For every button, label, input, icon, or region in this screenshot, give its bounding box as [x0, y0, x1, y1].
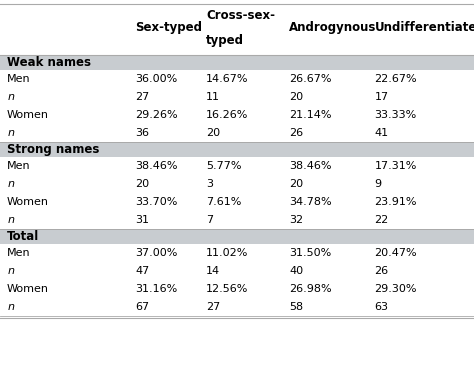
Text: 9: 9: [374, 179, 382, 189]
Text: 16.26%: 16.26%: [206, 110, 248, 120]
Text: 14.67%: 14.67%: [206, 74, 249, 84]
Text: 21.14%: 21.14%: [289, 110, 332, 120]
Text: Undifferentiated: Undifferentiated: [374, 21, 474, 34]
Text: 38.46%: 38.46%: [135, 161, 178, 171]
Text: 31: 31: [135, 215, 149, 225]
Text: 22: 22: [374, 215, 389, 225]
Text: 26: 26: [374, 266, 389, 276]
Text: 11: 11: [206, 92, 220, 102]
Text: 34.78%: 34.78%: [289, 197, 332, 207]
Text: 33.33%: 33.33%: [374, 110, 417, 120]
Bar: [0, 229, 474, 244]
Text: 32: 32: [289, 215, 303, 225]
Text: 20: 20: [289, 92, 303, 102]
Text: n: n: [7, 179, 14, 189]
Text: 7.61%: 7.61%: [206, 197, 242, 207]
Text: 23.91%: 23.91%: [374, 197, 417, 207]
Text: 26.98%: 26.98%: [289, 284, 332, 294]
Text: 27: 27: [135, 92, 149, 102]
Text: 27: 27: [206, 302, 220, 312]
Text: 17.31%: 17.31%: [374, 161, 417, 171]
Text: 41: 41: [374, 128, 389, 138]
Text: 22.67%: 22.67%: [374, 74, 417, 84]
Text: 38.46%: 38.46%: [289, 161, 332, 171]
Text: 29.30%: 29.30%: [374, 284, 417, 294]
Text: Cross-sex-: Cross-sex-: [206, 9, 275, 22]
Text: Women: Women: [7, 110, 49, 120]
Text: 20: 20: [289, 179, 303, 189]
Text: Men: Men: [7, 248, 31, 258]
Text: Strong names: Strong names: [7, 143, 100, 156]
Text: 14: 14: [206, 266, 220, 276]
Text: 5.77%: 5.77%: [206, 161, 242, 171]
Text: 36: 36: [135, 128, 149, 138]
Text: 47: 47: [135, 266, 149, 276]
Text: 7: 7: [206, 215, 213, 225]
Text: 26.67%: 26.67%: [289, 74, 332, 84]
Text: Sex-typed: Sex-typed: [135, 21, 202, 34]
Text: n: n: [7, 128, 14, 138]
Text: Men: Men: [7, 74, 31, 84]
Text: 40: 40: [289, 266, 303, 276]
Bar: [0, 55, 474, 70]
Text: Women: Women: [7, 284, 49, 294]
Text: 58: 58: [289, 302, 303, 312]
Text: 3: 3: [206, 179, 213, 189]
Text: Women: Women: [7, 197, 49, 207]
Text: 31.50%: 31.50%: [289, 248, 331, 258]
Text: n: n: [7, 266, 14, 276]
Text: 11.02%: 11.02%: [206, 248, 248, 258]
Text: typed: typed: [206, 34, 244, 47]
Text: 17: 17: [374, 92, 389, 102]
Text: 20: 20: [206, 128, 220, 138]
Text: 12.56%: 12.56%: [206, 284, 248, 294]
Text: 36.00%: 36.00%: [135, 74, 177, 84]
Text: Men: Men: [7, 161, 31, 171]
Text: n: n: [7, 215, 14, 225]
Text: Androgynous: Androgynous: [289, 21, 376, 34]
Bar: [0, 142, 474, 157]
Text: 37.00%: 37.00%: [135, 248, 177, 258]
Text: n: n: [7, 302, 14, 312]
Text: Weak names: Weak names: [7, 56, 91, 69]
Text: 31.16%: 31.16%: [135, 284, 177, 294]
Text: 26: 26: [289, 128, 303, 138]
Text: 20.47%: 20.47%: [374, 248, 417, 258]
Text: 29.26%: 29.26%: [135, 110, 178, 120]
Text: 20: 20: [135, 179, 149, 189]
Text: 63: 63: [374, 302, 389, 312]
Text: n: n: [7, 92, 14, 102]
Text: 67: 67: [135, 302, 149, 312]
Text: 33.70%: 33.70%: [135, 197, 177, 207]
Text: Total: Total: [7, 230, 39, 243]
